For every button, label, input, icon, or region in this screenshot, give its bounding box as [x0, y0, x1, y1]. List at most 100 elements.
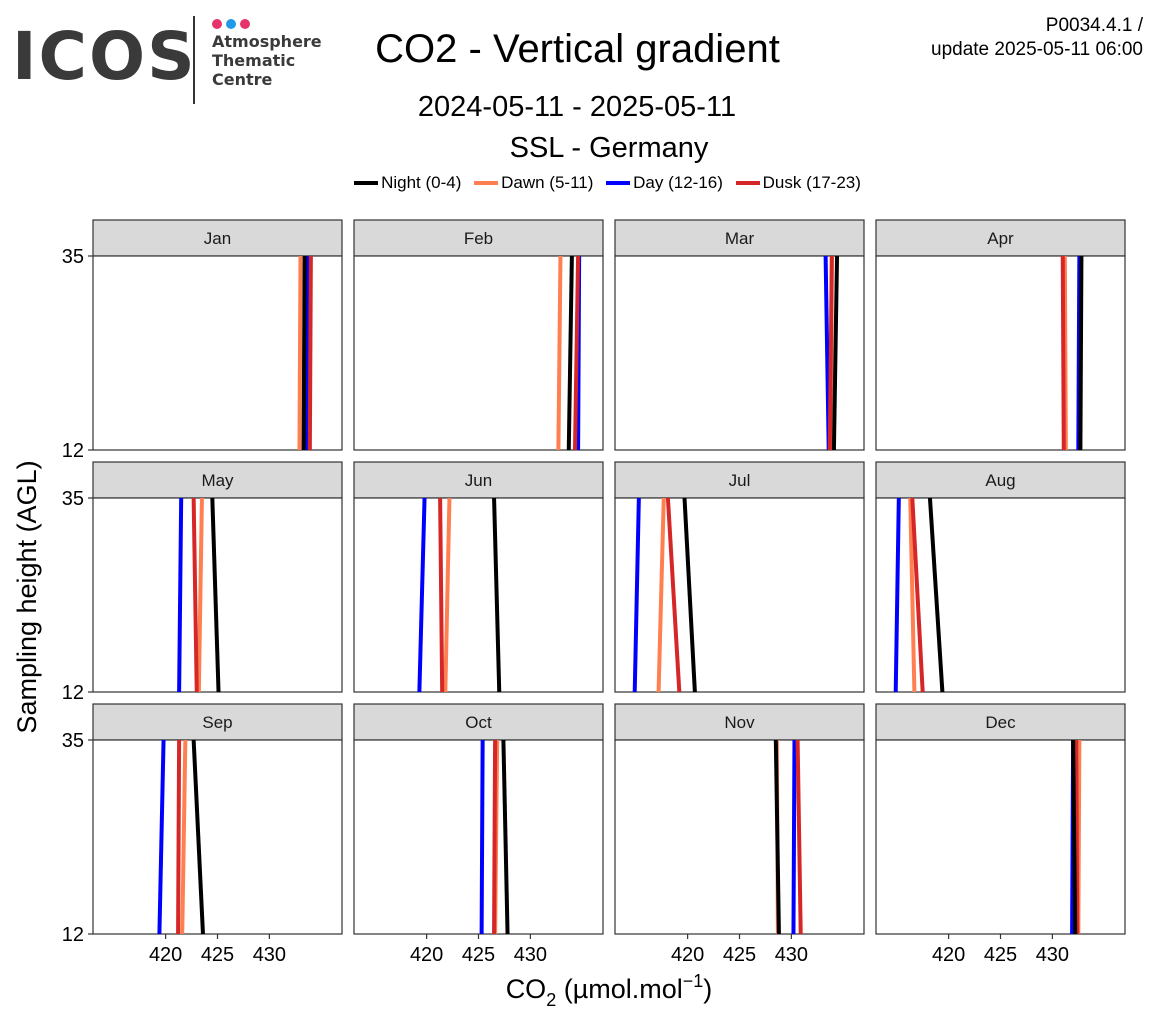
x-tick-label-430-dec: 430: [1036, 944, 1069, 966]
series-line-dusk-sep: [176, 739, 182, 935]
x-tick-label-420-oct: 420: [410, 944, 443, 966]
series-line-dusk-jul: [665, 497, 682, 693]
series-line-dawn-jun: [443, 497, 452, 693]
legend-item-dusk: Dusk (17-23): [735, 173, 861, 193]
legend-item-day: Day (12-16): [606, 173, 723, 193]
legend-label-dawn: Dawn (5-11): [501, 172, 594, 192]
logo-dot-2: [226, 19, 236, 29]
series-line-dusk-feb: [572, 255, 581, 451]
facet-strip-dec: [875, 703, 1126, 741]
y-tick-label-12-row0: 12: [62, 440, 84, 462]
legend-swatch-dusk: [735, 181, 760, 186]
y-axis-title: Sampling height (AGL): [12, 460, 42, 733]
x-axis-title-unit: (µmol.mol: [556, 974, 683, 1004]
panel-frame-jul: [614, 497, 865, 693]
series-line-dusk-apr: [1060, 255, 1066, 451]
product-meta: P0034.4.1 / update 2025-05-11 06:00: [931, 14, 1143, 62]
legend-swatch-dawn: [474, 181, 499, 186]
series-line-dusk-may: [191, 497, 199, 693]
series-line-dawn-may: [196, 497, 204, 693]
facet-label-mar: Mar: [725, 229, 755, 248]
station-subtitle: SSL - Germany: [509, 132, 709, 164]
facet-label-oct: Oct: [465, 713, 492, 732]
panel-frame-dec: [875, 739, 1126, 935]
series-line-dawn-jul: [656, 497, 666, 693]
series-line-day-nov: [791, 739, 797, 935]
x-axis-title: CO2 (µmol.mol−1): [506, 971, 713, 1010]
logo-text: Atmosphere Thematic Centre: [212, 32, 322, 89]
panel-frame-apr: [875, 255, 1126, 451]
facet-strip-mar: [614, 219, 865, 257]
series-line-dawn-apr: [1062, 255, 1068, 451]
series-line-night-oct: [501, 739, 510, 935]
y-tick-label-35-row1: 35: [62, 488, 84, 510]
x-axis-title-subscript: 2: [546, 990, 556, 1010]
series-line-night-dec: [1071, 739, 1078, 935]
panel-frame-oct: [353, 739, 604, 935]
series-line-night-may: [210, 497, 221, 693]
update-timestamp: update 2025-05-11 06:00: [931, 39, 1143, 60]
chart-title: CO2 - Vertical gradient: [375, 27, 780, 71]
panel-frame-sep: [92, 739, 343, 935]
series-line-dawn-feb: [556, 255, 563, 451]
series-line-night-sep: [191, 739, 205, 935]
product-id: P0034.4.1 /: [1045, 15, 1143, 36]
legend-swatch-day: [606, 181, 631, 186]
series-line-dusk-nov: [795, 739, 803, 935]
panel-frame-aug: [875, 497, 1126, 693]
series-line-night-aug: [927, 497, 945, 693]
x-tick-label-425-nov: 425: [723, 944, 756, 966]
series-line-dusk-aug: [910, 497, 925, 693]
facet-label-nov: Nov: [724, 713, 755, 732]
facet-label-apr: Apr: [987, 229, 1014, 248]
series-line-night-mar: [831, 255, 840, 451]
facet-label-aug: Aug: [985, 471, 1015, 490]
facet-label-jul: Jul: [729, 471, 751, 490]
series-line-night-feb: [566, 255, 574, 451]
icos-logo: ICOS Atmosphere Thematic Centre: [10, 14, 330, 106]
series-line-dusk-jun: [438, 497, 445, 693]
series-line-dawn-sep: [180, 739, 188, 935]
x-axis-title-co: CO: [506, 974, 547, 1004]
y-tick-label-35-row2: 35: [62, 730, 84, 752]
y-tick-label-35-row0: 35: [62, 246, 84, 268]
logo-line-3: Centre: [212, 70, 273, 89]
legend-item-dawn: Dawn (5-11): [474, 173, 593, 193]
series-line-night-jul: [682, 497, 697, 693]
x-tick-label-420-dec: 420: [932, 944, 965, 966]
x-tick-label-430-nov: 430: [775, 944, 808, 966]
facet-label-sep: Sep: [202, 713, 232, 732]
series-line-dawn-aug: [908, 497, 917, 693]
logo-line-1: Atmosphere: [212, 32, 322, 51]
logo-line-2: Thematic: [212, 51, 296, 70]
series-line-dusk-jan: [307, 255, 313, 451]
panel-frame-jun: [353, 497, 604, 693]
series-line-night-apr: [1078, 255, 1084, 451]
series-line-day-jan: [304, 255, 310, 451]
series-line-day-oct: [479, 739, 485, 935]
panel-frame-nov: [614, 739, 865, 935]
x-tick-label-425-sep: 425: [201, 944, 234, 966]
facet-label-dec: Dec: [985, 713, 1016, 732]
facet-strip-apr: [875, 219, 1126, 257]
facet-strip-jul: [614, 461, 865, 499]
x-tick-label-430-sep: 430: [253, 944, 286, 966]
x-tick-label-425-oct: 425: [462, 944, 495, 966]
series-line-night-jun: [492, 497, 502, 693]
logo-divider: [193, 16, 195, 104]
series-line-dusk-oct: [492, 739, 498, 935]
x-axis-title-superscript: −1: [683, 971, 704, 991]
legend-label-day: Day (12-16): [633, 172, 723, 192]
legend-label-night: Night (0-4): [381, 172, 462, 192]
series-line-day-aug: [893, 497, 901, 693]
series-line-day-apr: [1076, 255, 1082, 451]
facet-strip-aug: [875, 461, 1126, 499]
facet-strip-nov: [614, 703, 865, 741]
series-line-day-jul: [632, 497, 641, 693]
x-tick-label-420-sep: 420: [149, 944, 182, 966]
series-line-day-sep: [157, 739, 166, 935]
logo-wordmark: ICOS: [12, 18, 197, 95]
panel-frame-feb: [353, 255, 604, 451]
facet-label-feb: Feb: [464, 229, 493, 248]
